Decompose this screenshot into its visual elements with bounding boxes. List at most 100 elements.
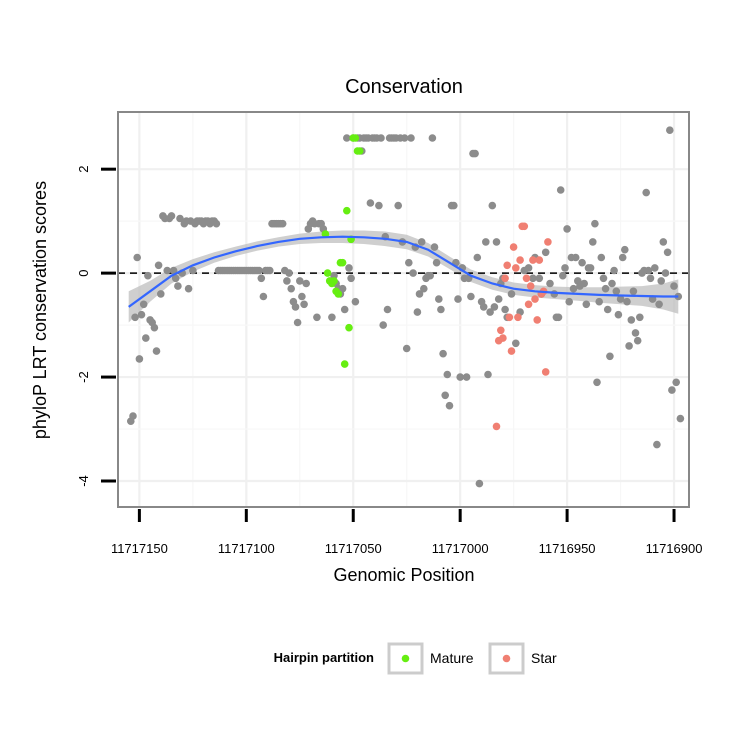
point-other (467, 292, 475, 301)
point-other (668, 386, 676, 394)
point-other (486, 308, 494, 316)
point-other (152, 347, 161, 355)
x-tick-label: 11717050 (325, 541, 382, 556)
legend-label-star: Star (531, 650, 557, 666)
point-other (445, 401, 454, 410)
point-other (582, 300, 591, 309)
point-other (676, 414, 685, 423)
point-other (591, 219, 599, 228)
point-other (471, 149, 479, 158)
point-other (169, 266, 178, 275)
point-other (666, 126, 674, 134)
point-other (343, 134, 351, 142)
point-other (347, 274, 355, 283)
point-other (154, 261, 163, 270)
point-other (655, 300, 663, 309)
point-other (456, 373, 465, 381)
point-other (589, 238, 597, 246)
point-other (492, 238, 501, 246)
point-other (565, 297, 573, 306)
point-star (503, 261, 512, 270)
point-mature (343, 206, 351, 215)
point-other (167, 212, 176, 220)
point-other (257, 274, 266, 283)
point-star (516, 256, 524, 264)
x-tick-label: 11717000 (432, 541, 489, 556)
point-other (657, 277, 665, 285)
point-star (526, 282, 535, 290)
point-star (541, 368, 550, 376)
point-other (672, 378, 680, 387)
point-mature (321, 230, 330, 238)
point-other (595, 297, 603, 306)
point-other (330, 271, 338, 280)
point-other (612, 287, 621, 296)
point-mature (334, 290, 343, 298)
point-other (351, 297, 360, 306)
legend-label-mature: Mature (430, 650, 474, 666)
point-other (259, 292, 268, 301)
point-other (291, 303, 300, 311)
point-star (499, 334, 507, 342)
point-other (142, 334, 150, 342)
point-other (629, 287, 638, 296)
point-other (484, 370, 492, 379)
point-other (636, 313, 644, 322)
point-other (578, 258, 586, 267)
point-other (266, 266, 274, 275)
point-other (646, 274, 655, 283)
point-other (394, 201, 403, 210)
point-other (407, 134, 415, 142)
point-other (642, 188, 650, 197)
point-other (439, 349, 447, 358)
x-tick-label: 11716950 (539, 541, 596, 556)
point-other (482, 238, 490, 246)
point-other (413, 308, 422, 316)
point-mature (338, 258, 347, 267)
point-other (488, 201, 497, 210)
point-star (544, 238, 552, 246)
point-other (278, 219, 287, 228)
point-other (610, 266, 618, 275)
smooth-curve (128, 235, 679, 308)
x-tick-label: 11716900 (646, 541, 703, 556)
point-other (462, 373, 471, 381)
y-tick-label: -4 (76, 475, 91, 487)
point-star (533, 316, 541, 324)
point-other (450, 201, 458, 210)
data-points (127, 126, 685, 488)
point-other (556, 186, 565, 194)
point-other (405, 258, 413, 267)
point-other (144, 271, 152, 280)
point-other (189, 266, 197, 275)
point-other (586, 264, 595, 272)
y-tick-label: 0 (76, 269, 91, 276)
point-other (618, 253, 627, 262)
point-other (340, 305, 349, 314)
x-tick-label: 11717100 (218, 541, 275, 556)
point-other (313, 313, 321, 322)
point-other (621, 245, 629, 254)
point-mature (323, 269, 332, 277)
x-axis: 11717150 11717100 11717050 11717000 11716950… (111, 509, 703, 556)
point-other (559, 271, 567, 280)
point-other (402, 344, 411, 353)
point-star (522, 274, 531, 283)
y-tick-label: -2 (76, 371, 91, 383)
point-other (437, 305, 445, 314)
legend-key-mature (401, 654, 410, 663)
x-tick-label: 11717150 (111, 541, 168, 556)
point-other (302, 279, 311, 288)
point-other (383, 305, 392, 314)
point-other (296, 277, 304, 285)
point-other (328, 313, 336, 322)
point-other (135, 355, 144, 363)
point-other (426, 271, 435, 280)
point-other (614, 310, 623, 319)
point-star (514, 313, 522, 322)
point-other (569, 284, 578, 293)
point-mature (355, 147, 364, 155)
point-other (137, 310, 146, 319)
point-other (563, 225, 571, 233)
